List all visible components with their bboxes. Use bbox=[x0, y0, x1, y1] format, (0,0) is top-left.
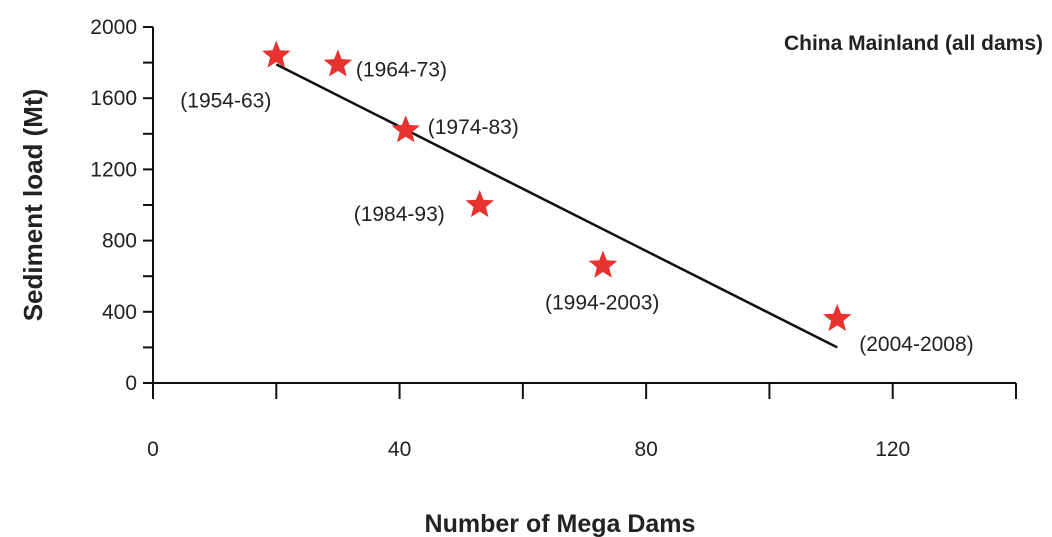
trendline-group bbox=[275, 63, 838, 349]
y-tick-label: 800 bbox=[102, 230, 137, 253]
ticks: 0 400 800 1200 1600 2000 0 40 80 120 bbox=[90, 16, 1017, 461]
data-point-label: (1984-93) bbox=[354, 203, 445, 226]
y-tick-label: 2000 bbox=[90, 16, 137, 39]
x-tick-label: 0 bbox=[147, 438, 159, 461]
data-point-star bbox=[823, 303, 852, 332]
trendline bbox=[275, 63, 838, 349]
x-tick-label: 120 bbox=[875, 438, 910, 461]
axes bbox=[152, 27, 1016, 384]
y-tick-label: 0 bbox=[125, 372, 137, 395]
data-point-star bbox=[323, 49, 353, 77]
data-point-label: (1994-2003) bbox=[545, 292, 659, 315]
x-axis-title: Number of Mega Dams bbox=[425, 510, 696, 537]
point-labels-group: (1954-63) (1964-73) (1974-83) (1984-93) (199… bbox=[180, 58, 973, 356]
x-tick-label: 40 bbox=[388, 438, 411, 461]
chart-title: China Mainland (all dams) bbox=[784, 32, 1043, 55]
y-axis-title: Sediment load (Mt) bbox=[18, 89, 48, 322]
x-tick-label: 80 bbox=[634, 438, 657, 461]
data-point-star bbox=[588, 250, 618, 278]
y-tick-label: 1600 bbox=[90, 87, 137, 110]
data-point-label: (1954-63) bbox=[180, 89, 271, 112]
y-tick-label: 1200 bbox=[90, 158, 137, 181]
points-group bbox=[262, 40, 852, 332]
data-point-label: (2004-2008) bbox=[859, 333, 973, 356]
y-tick-label: 400 bbox=[102, 301, 137, 324]
data-point-star bbox=[262, 40, 291, 68]
data-point-star bbox=[465, 190, 494, 218]
data-point-label: (1964-73) bbox=[356, 58, 447, 81]
data-point-star bbox=[391, 115, 420, 143]
data-point-label: (1974-83) bbox=[428, 116, 519, 139]
